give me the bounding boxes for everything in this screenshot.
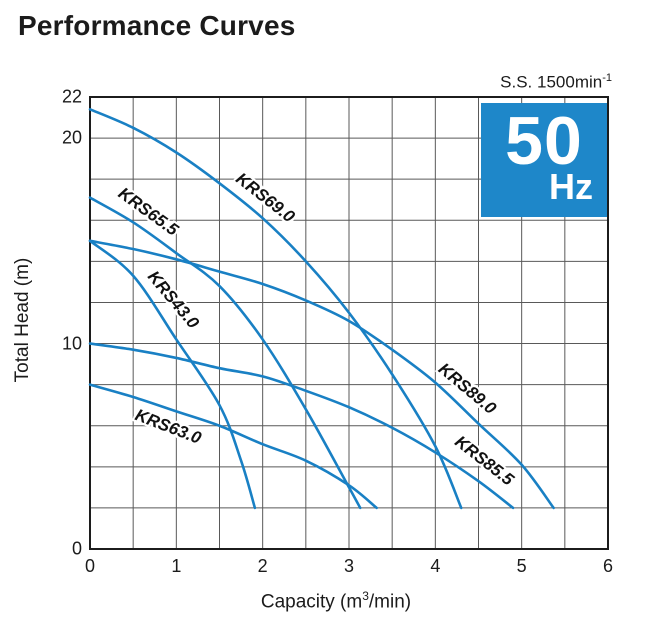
curve-KRS89.0 [88, 239, 555, 510]
y-tick-label-10: 10 [61, 333, 82, 354]
page-title: Performance Curves [18, 10, 296, 41]
x-tick-label-4: 4 [430, 556, 441, 576]
x-tick-label-2: 2 [257, 556, 268, 576]
hz-badge-unit: Hz [549, 166, 593, 207]
plot-border [89, 96, 609, 550]
x-tick-label-5: 5 [516, 556, 527, 576]
shaft-speed-exponent: -1 [602, 72, 612, 84]
x-axis-title: Capacity (m3/min) [260, 589, 412, 613]
x-tick-label-6: 6 [602, 556, 613, 576]
curve-KRS69.0 [88, 108, 463, 510]
y-tick-label-20: 20 [61, 127, 82, 148]
curve-KRS85.5 [88, 342, 515, 510]
x-tick-label-1: 1 [171, 556, 182, 576]
curve-KRS65.5 [88, 196, 362, 510]
y-axis-title: Total Head (m) [12, 257, 33, 383]
x-tick-label-0: 0 [84, 556, 95, 576]
curve-KRS43.0 [88, 239, 257, 510]
shaft-speed-text: S.S. 1500min [500, 72, 603, 92]
shaft-speed-note: S.S. 1500min-1 [500, 72, 612, 93]
hz-badge-value: 50 [505, 103, 583, 179]
y-tick-label-22: 22 [61, 86, 82, 107]
curve-KRS63.0 [88, 383, 378, 510]
y-tick-label-0: 0 [71, 538, 82, 559]
hz-badge: 50 Hz [481, 103, 607, 217]
x-tick-label-3: 3 [343, 556, 354, 576]
